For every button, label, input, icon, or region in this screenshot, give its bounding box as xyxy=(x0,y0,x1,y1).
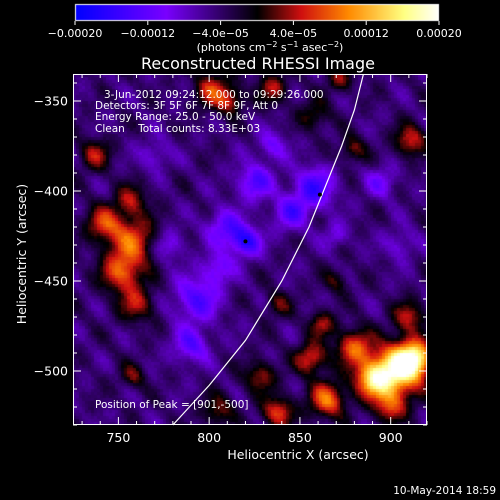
colorbar-tick-label: 4.0e−05 xyxy=(270,27,317,40)
y-tick-label: −400 xyxy=(34,184,68,199)
x-tick-label: 900 xyxy=(379,430,403,445)
x-tick-label: 850 xyxy=(288,430,312,445)
colorbar-tick-label: −0.00020 xyxy=(48,27,103,40)
info-total-counts: Clean Total counts: 8.33E+03 xyxy=(95,123,260,135)
colorbar-units-label: (photons cm−2 s−1 asec−2) xyxy=(197,40,344,54)
minimum-marker xyxy=(317,192,322,197)
colorbar-tick-label: −0.00012 xyxy=(120,27,175,40)
colorbar-ticks: −0.00020 −0.00012 −4.0e−05 4.0e−05 0.00012 0.… xyxy=(48,21,462,40)
timestamp-footer: 10-May-2014 18:59 xyxy=(393,485,496,497)
x-tick-label: 750 xyxy=(106,430,130,445)
x-tick-label: 800 xyxy=(197,430,221,445)
info-detectors: Detectors: 3F 5F 6F 7F 8F 9F, Att 0 xyxy=(95,100,278,112)
info-energy-range: Energy Range: 25.0 - 50.0 keV xyxy=(95,111,256,123)
y-tick-label: −450 xyxy=(34,274,68,289)
minimum-marker xyxy=(243,239,248,244)
axis-ticks xyxy=(73,74,428,426)
peak-position-label: Position of Peak = [901,-500] xyxy=(95,399,249,411)
x-axis-label: Heliocentric X (arcsec) xyxy=(227,447,368,462)
chart-title: Reconstructed RHESSI Image xyxy=(141,54,375,73)
y-tick-label: −350 xyxy=(34,94,68,109)
plot-frame xyxy=(73,74,427,425)
colorbar-tick-label: 0.00020 xyxy=(416,27,462,40)
y-axis-label: Heliocentric Y (arcsec) xyxy=(14,184,29,324)
y-tick-label: −500 xyxy=(34,364,68,379)
y-tick-labels: −350 −400 −450 −500 xyxy=(34,94,68,379)
x-tick-labels: 750 800 850 900 xyxy=(106,430,402,445)
colorbar-tick-label: −4.0e−05 xyxy=(192,27,249,40)
info-annotation: 3-Jun-2012 09:24:12.000 to 09:29:26.000 … xyxy=(95,89,324,135)
colorbar-tick-label: 0.00012 xyxy=(343,27,389,40)
minimum-markers xyxy=(243,192,322,244)
solar-limb-curve xyxy=(172,73,365,426)
info-time-range: 3-Jun-2012 09:24:12.000 to 09:29:26.000 xyxy=(104,89,324,101)
